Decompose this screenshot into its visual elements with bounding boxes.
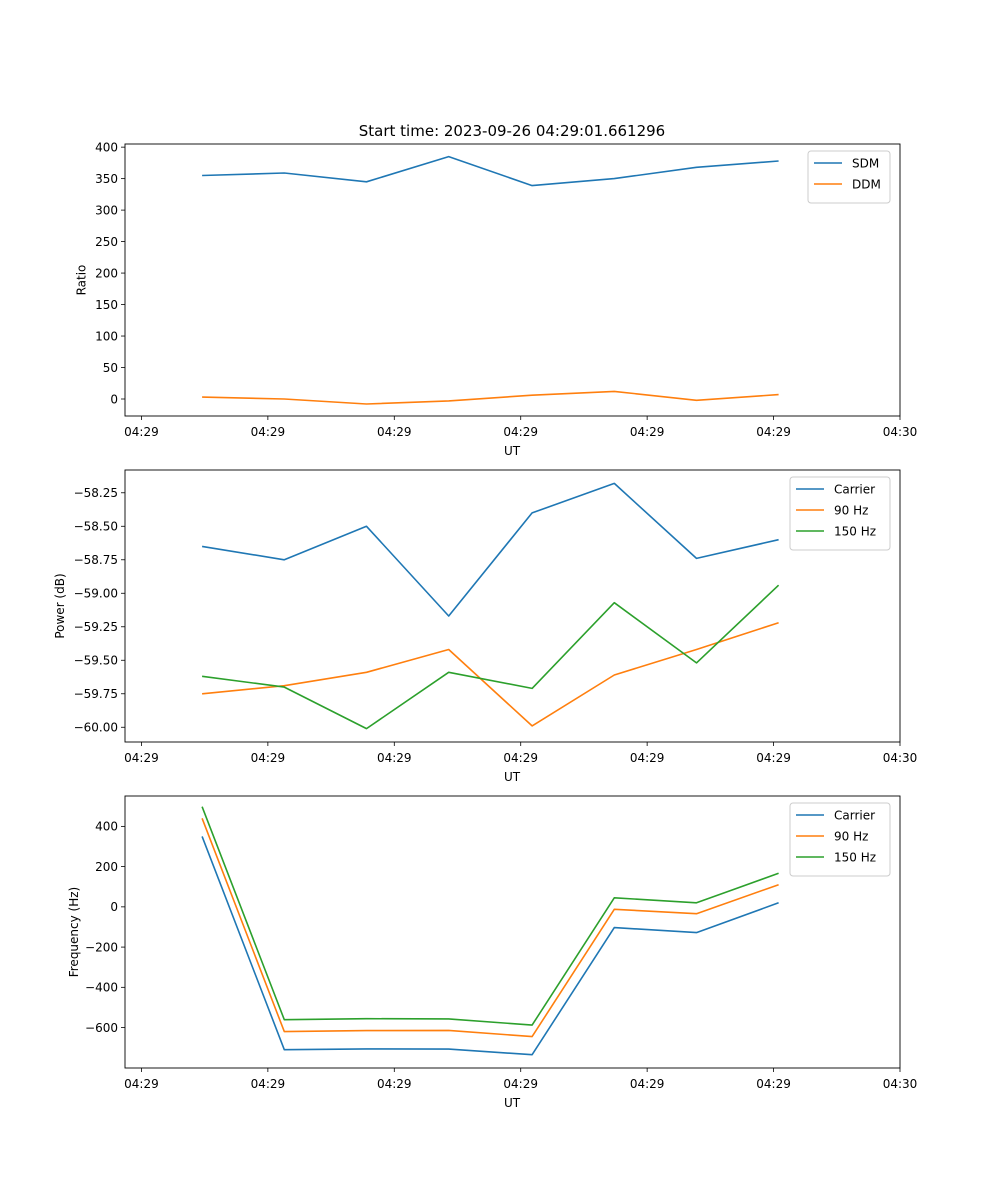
y-tick-label: 50 [103, 361, 118, 375]
axes-frame [124, 469, 901, 743]
y-tick-label: −600 [85, 1021, 118, 1035]
y-tick-label: −58.25 [74, 486, 118, 500]
legend: SDM DDM [807, 150, 891, 204]
x-tick-label: 04:30 [883, 751, 918, 765]
legend: Carrier 90 Hz 150 Hz [789, 476, 891, 551]
series-line-3 [201, 584, 780, 730]
x-tick-label: 04:29 [503, 425, 538, 439]
y-tick-label: 100 [95, 329, 118, 343]
y-tick-label: −200 [85, 940, 118, 954]
y-tick-label: 350 [95, 172, 118, 186]
legend-entry: Carrier [834, 483, 875, 497]
y-axis-label: Frequency (Hz) [67, 887, 81, 978]
x-tick-label: 04:29 [124, 751, 159, 765]
y-tick-label: 400 [95, 140, 118, 154]
legend-entry: 150 Hz [834, 851, 876, 865]
x-tick-label: 04:29 [124, 425, 159, 439]
x-tick-label: 04:29 [124, 1077, 159, 1091]
y-tick-label: 200 [95, 266, 118, 280]
y-tick-label: −59.75 [74, 687, 118, 701]
y-tick-label: −400 [85, 981, 118, 995]
legend-entry: Carrier [834, 809, 875, 823]
x-tick-label: 04:29 [251, 425, 286, 439]
y-tick-label: 400 [95, 820, 118, 834]
subplot-1: 04:29 04:29 04:29 04:29 04:29 04:29 04:30 UT 0 50… [74, 140, 917, 458]
x-tick-label: 04:29 [503, 751, 538, 765]
legend-entry: 90 Hz [834, 830, 868, 844]
legend-box [807, 150, 891, 204]
y-tick-label: 0 [110, 392, 118, 406]
subplot-3: 04:29 04:29 04:29 04:29 04:29 04:29 04:30 UT −60… [67, 795, 918, 1110]
legend-entry: 90 Hz [834, 504, 868, 518]
x-tick-label: 04:29 [756, 425, 791, 439]
subplots: 04:29 04:29 04:29 04:29 04:29 04:29 04:30 UT 0 50… [53, 140, 917, 1110]
legend-entry: DDM [852, 178, 881, 192]
x-tick-label: 04:29 [377, 751, 412, 765]
x-axis-label: UT [504, 1096, 521, 1110]
x-tick-label: 04:29 [756, 1077, 791, 1091]
legend-entry: SDM [852, 157, 879, 171]
y-tick-label: −58.50 [74, 520, 118, 534]
legend-entry: 150 Hz [834, 525, 876, 539]
series-line-1 [202, 155, 779, 187]
y-tick-label: 250 [95, 235, 118, 249]
figure-title: Start time: 2023-09-26 04:29:01.661296 [359, 122, 665, 140]
x-tick-label: 04:29 [630, 751, 665, 765]
x-tick-label: 04:29 [503, 1077, 538, 1091]
y-tick-label: −58.75 [74, 553, 118, 567]
series-line-2 [201, 818, 779, 1038]
x-tick-label: 04:29 [377, 425, 412, 439]
y-axis-label: Ratio [74, 265, 88, 296]
axes-frame [124, 143, 901, 417]
x-tick-label: 04:30 [883, 425, 918, 439]
x-tick-label: 04:30 [883, 1077, 918, 1091]
y-tick-label: 0 [110, 900, 118, 914]
y-tick-label: 200 [95, 860, 118, 874]
axes-frame [124, 795, 901, 1069]
x-tick-label: 04:29 [251, 751, 286, 765]
series-line-1 [201, 836, 779, 1056]
x-axis-label: UT [504, 770, 521, 784]
y-tick-label: −59.00 [74, 587, 118, 601]
legend: Carrier 90 Hz 150 Hz [789, 802, 891, 877]
x-tick-label: 04:29 [377, 1077, 412, 1091]
subplot-2: 04:29 04:29 04:29 04:29 04:29 04:29 04:30 UT −60… [53, 469, 918, 784]
series-line-3 [201, 806, 779, 1026]
y-tick-label: 150 [95, 298, 118, 312]
y-axis-label: Power (dB) [53, 573, 67, 638]
x-tick-label: 04:29 [630, 425, 665, 439]
y-tick-label: −59.50 [74, 654, 118, 668]
x-tick-label: 04:29 [630, 1077, 665, 1091]
series-line-1 [201, 482, 779, 617]
x-axis-label: UT [504, 444, 521, 458]
x-tick-label: 04:29 [756, 751, 791, 765]
y-tick-label: −60.00 [74, 721, 118, 735]
x-tick-label: 04:29 [251, 1077, 286, 1091]
series-line-2 [202, 390, 779, 405]
y-tick-label: 300 [95, 203, 118, 217]
y-tick-label: −59.25 [74, 620, 118, 634]
